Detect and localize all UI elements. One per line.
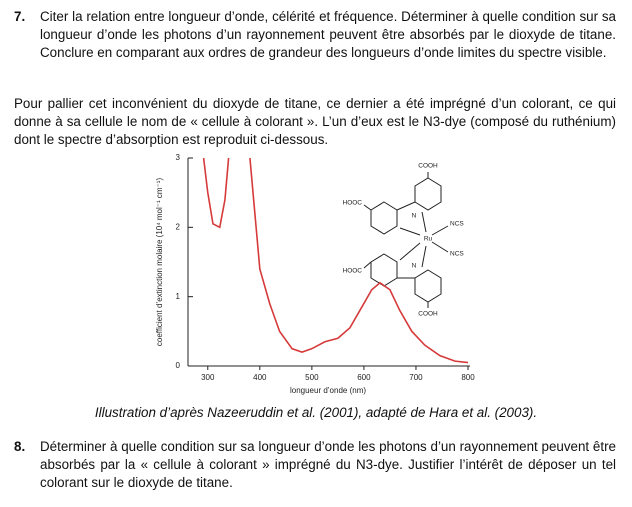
paragraph: Pour pallier cet inconvénient du dioxyde… — [14, 96, 616, 147]
molecule-label: NCS — [450, 221, 464, 228]
question-text: Citer la relation entre longueur d’onde,… — [40, 9, 616, 60]
y-tick-label: 2 — [176, 222, 181, 231]
molecule-label: HOOC — [343, 200, 363, 207]
molecule-drawing — [363, 172, 449, 308]
molecule-label: N — [412, 213, 417, 220]
x-axis-label: longueur d’onde (nm) — [290, 386, 366, 395]
y-axis-label: coefficient d’extinction molaire (10⁴ mo… — [155, 178, 164, 347]
y-tick-label: 0 — [176, 361, 181, 370]
chart: longueur d’onde (nm) coefficient d’extin… — [155, 153, 475, 395]
molecule-label: N — [412, 263, 417, 270]
molecule-label: Ru — [424, 236, 433, 243]
x-tick-label: 300 — [201, 373, 215, 382]
absorption-curve — [202, 158, 469, 364]
y-tick-label: 3 — [176, 153, 181, 162]
x-tick-label: 600 — [357, 373, 371, 382]
x-tick-label: 400 — [253, 373, 267, 382]
y-tick-label: 1 — [176, 292, 181, 301]
question: 7. Citer la relation entre longueur d’on… — [14, 8, 616, 62]
molecule-label: COOH — [418, 311, 438, 318]
x-tick-label: 800 — [461, 373, 475, 382]
molecule-label: HOOC — [343, 268, 363, 275]
x-tick-label: 500 — [305, 373, 319, 382]
x-tick-label: 700 — [409, 373, 423, 382]
molecule-label: NCS — [450, 251, 464, 258]
caption: Illustration d’après Nazeeruddin et al. … — [94, 405, 538, 420]
question-number: 8. — [14, 439, 26, 454]
question: 8. Déterminer à quelle condition sur sa … — [14, 438, 616, 492]
question-number: 7. — [14, 9, 26, 24]
molecule-label: COOH — [418, 163, 438, 170]
question-text: Déterminer à quelle condition sur sa lon… — [40, 439, 616, 490]
